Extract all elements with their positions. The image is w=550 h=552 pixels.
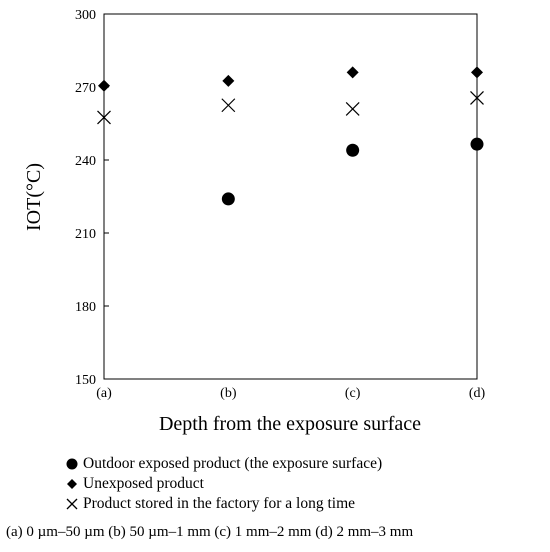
x-tick-label: (d) bbox=[469, 386, 486, 401]
legend-label: Unexposed product bbox=[83, 475, 204, 492]
circle-data-point bbox=[346, 143, 360, 157]
legend-entry: Product stored in the factory for a long… bbox=[64, 494, 382, 514]
circle-data-point bbox=[470, 137, 484, 151]
circle-legend-icon bbox=[64, 456, 80, 472]
circle-data-point bbox=[221, 192, 235, 206]
diamond-data-point bbox=[98, 79, 110, 92]
y-axis-title: IOT(°C) bbox=[23, 163, 45, 231]
x-axis-title: Depth from the exposure surface bbox=[159, 413, 421, 435]
y-tick-label: 210 bbox=[75, 227, 96, 242]
x-legend-icon bbox=[64, 496, 80, 512]
x-tick-label: (b) bbox=[220, 386, 237, 401]
depth-range-footnote: (a) 0 µm–50 µm (b) 50 µm–1 mm (c) 1 mm–2… bbox=[6, 524, 414, 540]
legend-entry: Unexposed product bbox=[64, 474, 382, 494]
x-axis-ticks: (a) (b) (c) (d) bbox=[96, 386, 485, 401]
x-data-point bbox=[470, 91, 484, 105]
x-data-point bbox=[97, 110, 111, 125]
x-tick-label: (c) bbox=[345, 386, 361, 401]
x-data-point bbox=[345, 101, 360, 116]
legend-label: Outdoor exposed product (the exposure su… bbox=[83, 455, 383, 472]
data-points bbox=[97, 66, 484, 206]
y-tick-label: 300 bbox=[75, 8, 96, 23]
x-data-point bbox=[221, 98, 236, 113]
legend-label: Product stored in the factory for a long… bbox=[83, 495, 356, 512]
x-tick-label: (a) bbox=[96, 386, 112, 401]
y-axis-ticks: 150 180 210 240 270 300 bbox=[75, 8, 109, 388]
legend-entry: Outdoor exposed product (the exposure su… bbox=[64, 454, 382, 474]
legend: Outdoor exposed product (the exposure su… bbox=[64, 454, 382, 514]
diamond-legend-icon bbox=[64, 476, 80, 492]
diamond-data-point bbox=[346, 66, 359, 79]
diamond-data-point bbox=[222, 74, 235, 87]
plot-area-frame bbox=[103, 13, 478, 380]
y-tick-label: 270 bbox=[75, 81, 96, 96]
y-tick-label: 150 bbox=[75, 373, 96, 388]
y-tick-label: 180 bbox=[75, 300, 96, 315]
y-tick-label: 240 bbox=[75, 154, 96, 169]
diamond-data-point bbox=[471, 66, 483, 79]
